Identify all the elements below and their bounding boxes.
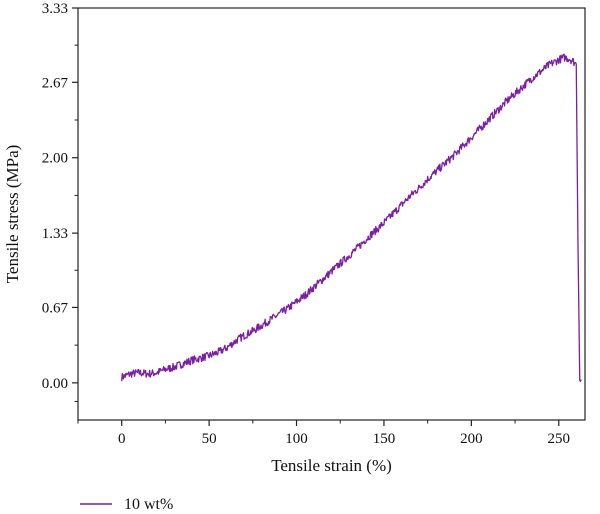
y-axis: 0.00 0.67 1.33 2.00 2.67 3.33 bbox=[42, 1, 78, 402]
y-tick-label: 0.00 bbox=[42, 376, 68, 392]
x-tick-label: 200 bbox=[460, 431, 483, 447]
x-axis: 0 50 100 150 200 250 bbox=[77, 420, 571, 447]
plot-border bbox=[77, 7, 586, 421]
y-tick-label: 2.00 bbox=[42, 151, 68, 167]
y-tick-label: 1.33 bbox=[42, 226, 68, 242]
x-tick-label: 250 bbox=[548, 431, 571, 447]
y-tick-label: 3.33 bbox=[42, 1, 68, 17]
plot-frame bbox=[77, 7, 586, 421]
x-tick-label: 50 bbox=[202, 431, 217, 447]
x-axis-title: Tensile strain (%) bbox=[271, 456, 392, 475]
y-axis-title: Tensile stress (MPa) bbox=[3, 145, 22, 284]
legend-label: 10 wt% bbox=[124, 496, 173, 513]
y-tick-label: 2.67 bbox=[42, 75, 69, 91]
x-tick-label: 150 bbox=[373, 431, 396, 447]
x-tick-label: 100 bbox=[285, 431, 308, 447]
legend: 10 wt% bbox=[80, 496, 173, 513]
series-layer bbox=[121, 53, 582, 383]
y-tick-label: 0.67 bbox=[42, 300, 69, 316]
series-line-0 bbox=[121, 53, 582, 383]
x-tick-label: 0 bbox=[118, 431, 126, 447]
